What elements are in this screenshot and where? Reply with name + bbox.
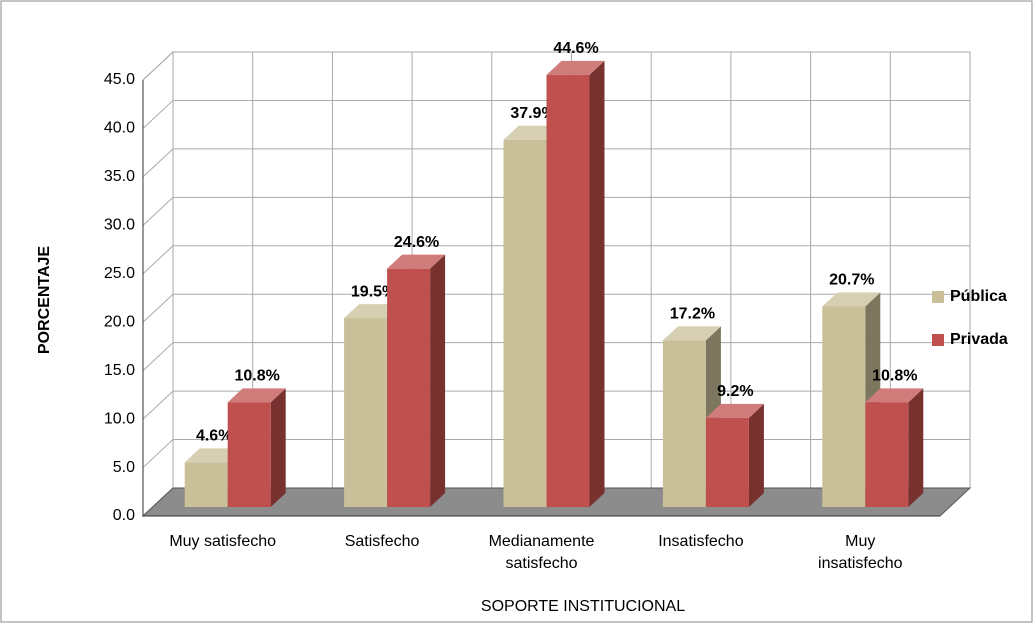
bar-front [662, 340, 706, 507]
grid-line [142, 51, 970, 81]
x-tick-label: Insatisfecho [658, 533, 743, 550]
data-label: 4.6% [196, 428, 232, 445]
bar-front [705, 417, 749, 507]
bar [227, 388, 286, 507]
bar-side [908, 388, 924, 507]
y-tick-label: 5.0 [113, 459, 135, 476]
bar-top [387, 254, 446, 269]
bar-front [822, 306, 866, 507]
x-tick-label: Medianamente satisfecho [489, 533, 595, 572]
side-wall [142, 50, 174, 518]
data-label: 37.9% [510, 105, 555, 122]
data-label: 20.7% [829, 272, 874, 289]
bar-front [503, 139, 547, 507]
grid-line [142, 293, 970, 323]
bar-side [430, 254, 446, 507]
bar-front [387, 268, 431, 507]
bar-front [184, 462, 228, 507]
y-tick-label: 20.0 [104, 313, 135, 330]
data-label: 17.2% [670, 306, 715, 323]
x-tick-label: Muy insatisfecho [818, 533, 903, 572]
legend-label: Pública [950, 288, 1007, 305]
x-tick-label: Satisfecho [345, 533, 420, 550]
bar-top [705, 403, 764, 418]
bar-side [589, 60, 605, 508]
y-tick-label: 45.0 [104, 71, 135, 88]
bar-front [865, 402, 909, 507]
bar-front [344, 318, 388, 507]
bar-side [748, 403, 764, 507]
data-label: 9.2% [717, 383, 753, 400]
legend-swatch [932, 334, 944, 346]
grid-line [142, 245, 970, 275]
bar [865, 388, 924, 507]
bar-side [270, 388, 286, 507]
bar-top [662, 326, 721, 341]
bar [546, 60, 605, 508]
bar [705, 403, 764, 507]
data-label: 19.5% [351, 283, 396, 300]
y-tick-label: 15.0 [104, 362, 135, 379]
bar [387, 254, 446, 507]
bar-top [546, 60, 605, 75]
bar-top [822, 292, 881, 307]
y-axis-title: PORCENTAJE [36, 246, 53, 354]
bar-top [227, 388, 286, 403]
y-tick-label: 30.0 [104, 217, 135, 234]
grid-line [142, 148, 970, 178]
y-tick-label: 10.0 [104, 410, 135, 427]
grid-line [142, 99, 970, 129]
data-label: 10.8% [872, 368, 917, 385]
y-tick-label: 35.0 [104, 168, 135, 185]
y-tick-label: 25.0 [104, 265, 135, 282]
bar-top [865, 388, 924, 403]
y-tick-label: 0.0 [113, 507, 135, 524]
legend-swatch [932, 291, 944, 303]
x-tick-label: Muy satisfecho [169, 533, 276, 550]
legend-label: Privada [950, 331, 1008, 348]
x-axis-title: SOPORTE INSTITUCIONAL [481, 598, 685, 615]
grid-line [142, 196, 970, 226]
data-label: 24.6% [394, 234, 439, 251]
bar-front [546, 74, 590, 508]
data-label: 44.6% [553, 40, 598, 57]
bar-front [227, 402, 271, 507]
y-tick-label: 40.0 [104, 120, 135, 137]
data-label: 10.8% [235, 368, 280, 385]
